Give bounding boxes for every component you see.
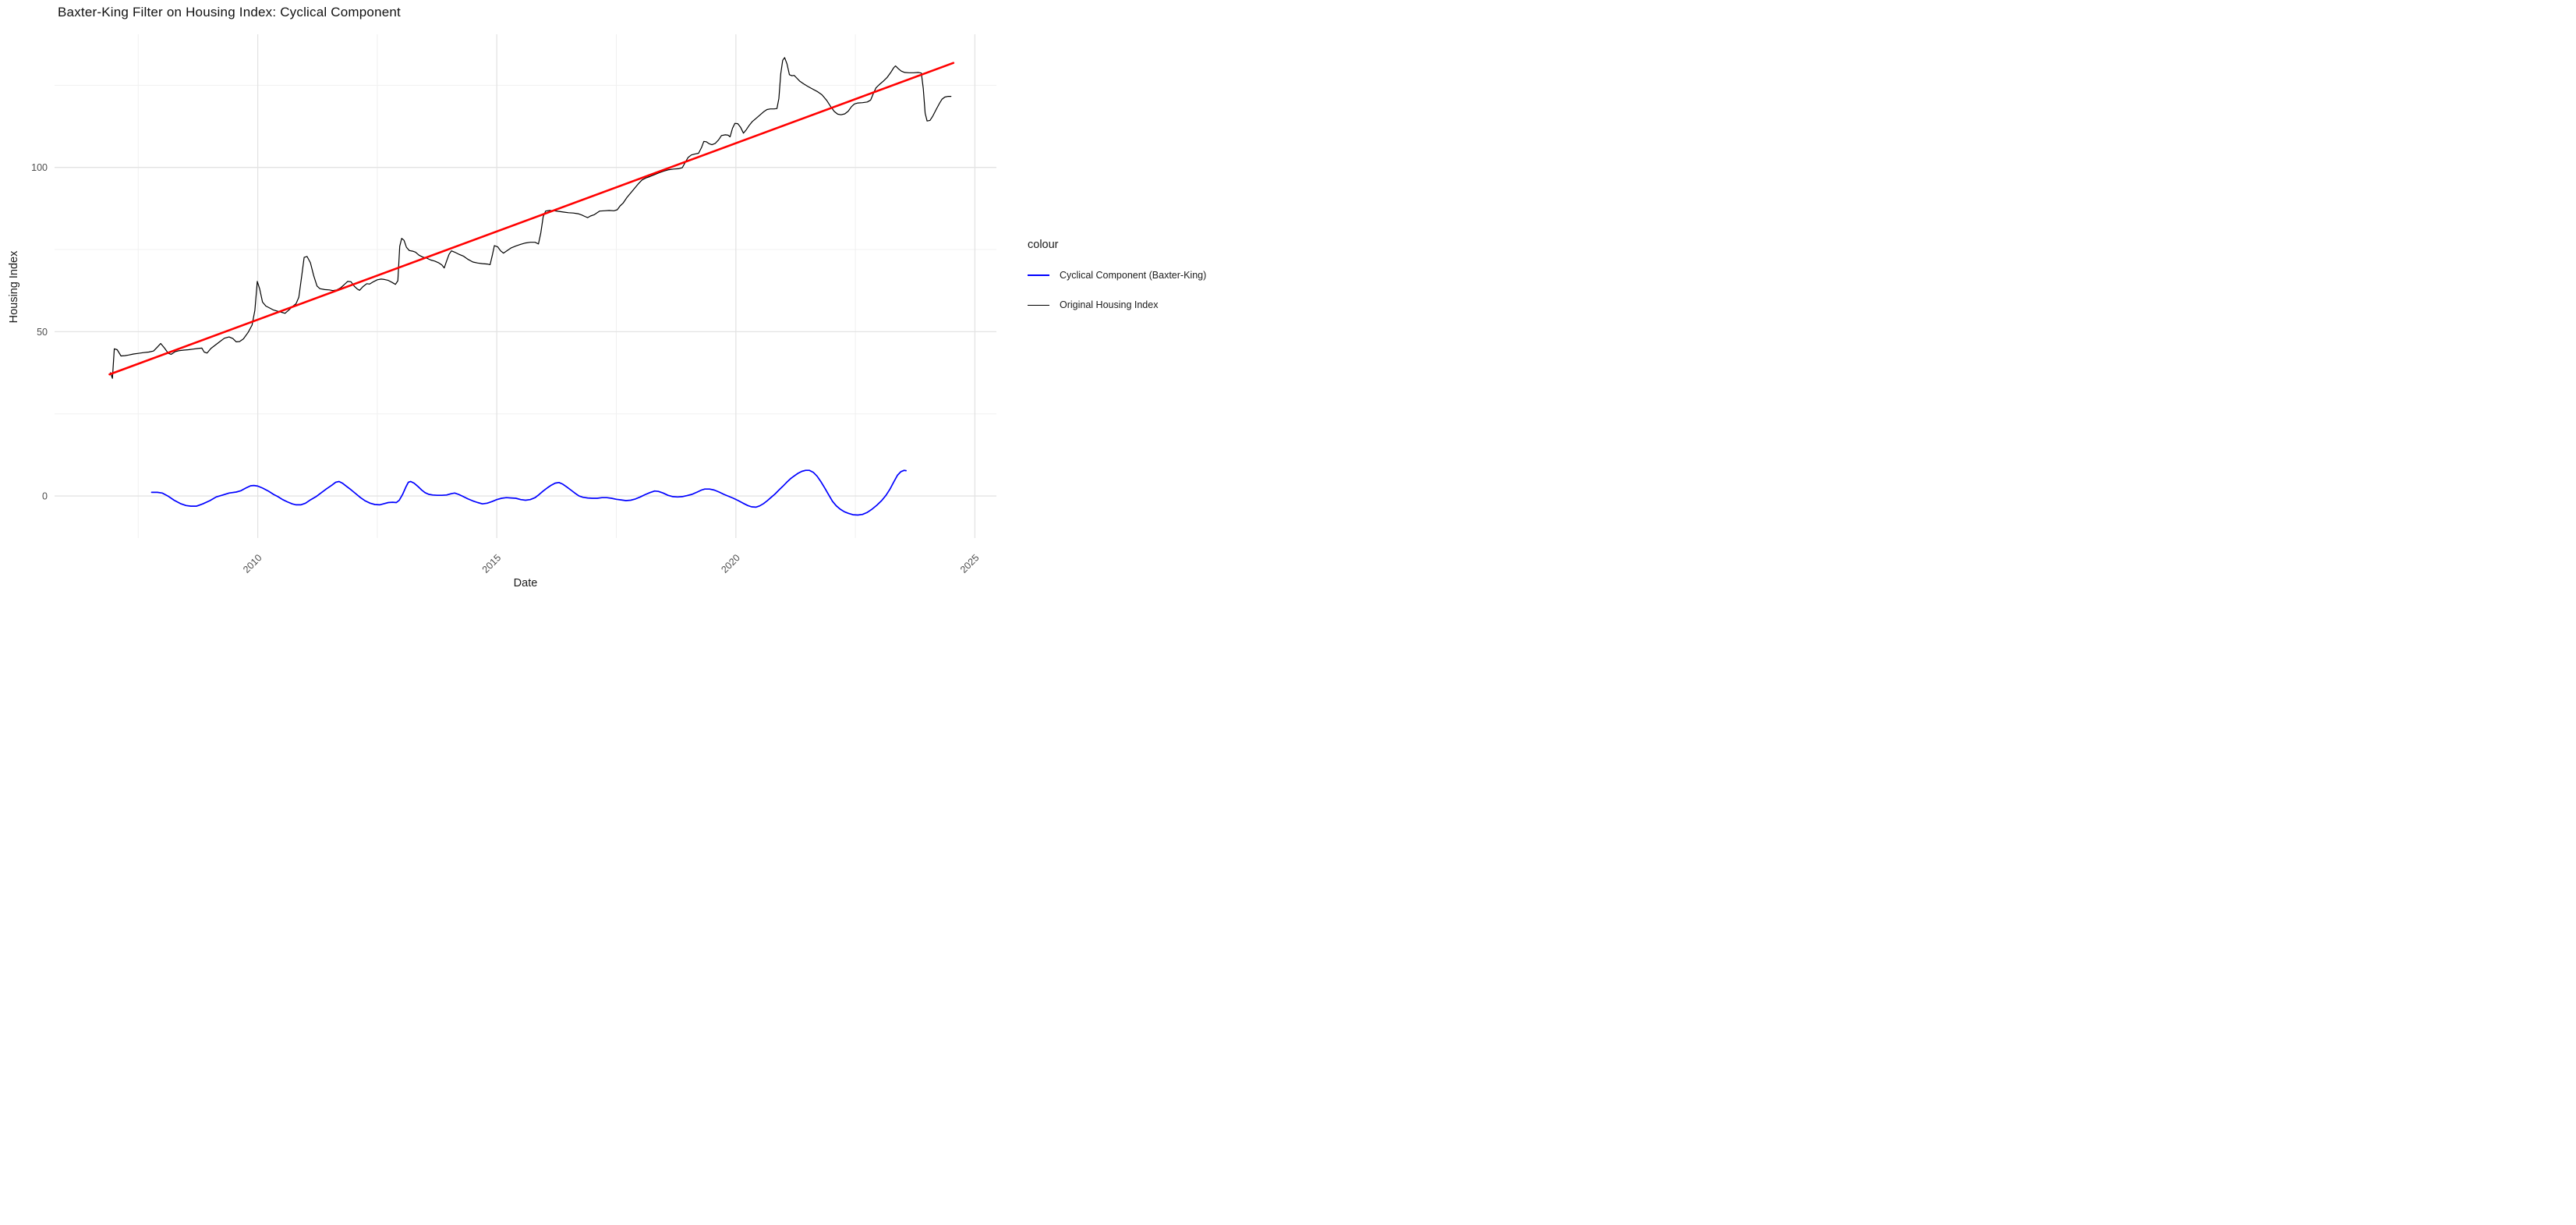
x-tick-label: 2015 — [480, 552, 504, 575]
y-tick-label: 100 — [31, 162, 48, 173]
legend-item-label: Original Housing Index — [1060, 299, 1159, 310]
legend-key-line-black-icon — [1028, 304, 1049, 306]
legend-key-line-blue-icon — [1028, 274, 1049, 276]
chart-page: Baxter-King Filter on Housing Index: Cyc… — [0, 0, 1288, 613]
series-line-cyclical-component-baxter-king- — [150, 469, 907, 516]
legend-item-cyclical: Cyclical Component (Baxter-King) — [1028, 270, 1206, 281]
series-line-linear-trend — [108, 62, 955, 376]
x-tick-label: 2025 — [958, 552, 982, 575]
y-tick-label: 50 — [37, 327, 48, 338]
series-line-original-housing-index — [110, 57, 952, 379]
x-tick-label: 2010 — [241, 552, 264, 575]
legend-item-label: Cyclical Component (Baxter-King) — [1060, 270, 1207, 281]
legend-item-original: Original Housing Index — [1028, 299, 1206, 310]
legend-title: colour — [1028, 239, 1059, 251]
y-tick-label: 0 — [42, 491, 48, 502]
chart-canvas: 0 50 100 2010 2015 2020 2025 — [31, 34, 996, 575]
y-axis-title: Housing Index — [8, 250, 20, 324]
x-tick-label: 2020 — [719, 552, 742, 575]
legend: colour Cyclical Component (Baxter-King) … — [1028, 239, 1206, 329]
plot-title: Baxter-King Filter on Housing Index: Cyc… — [58, 5, 401, 19]
x-axis-title: Date — [513, 577, 538, 589]
